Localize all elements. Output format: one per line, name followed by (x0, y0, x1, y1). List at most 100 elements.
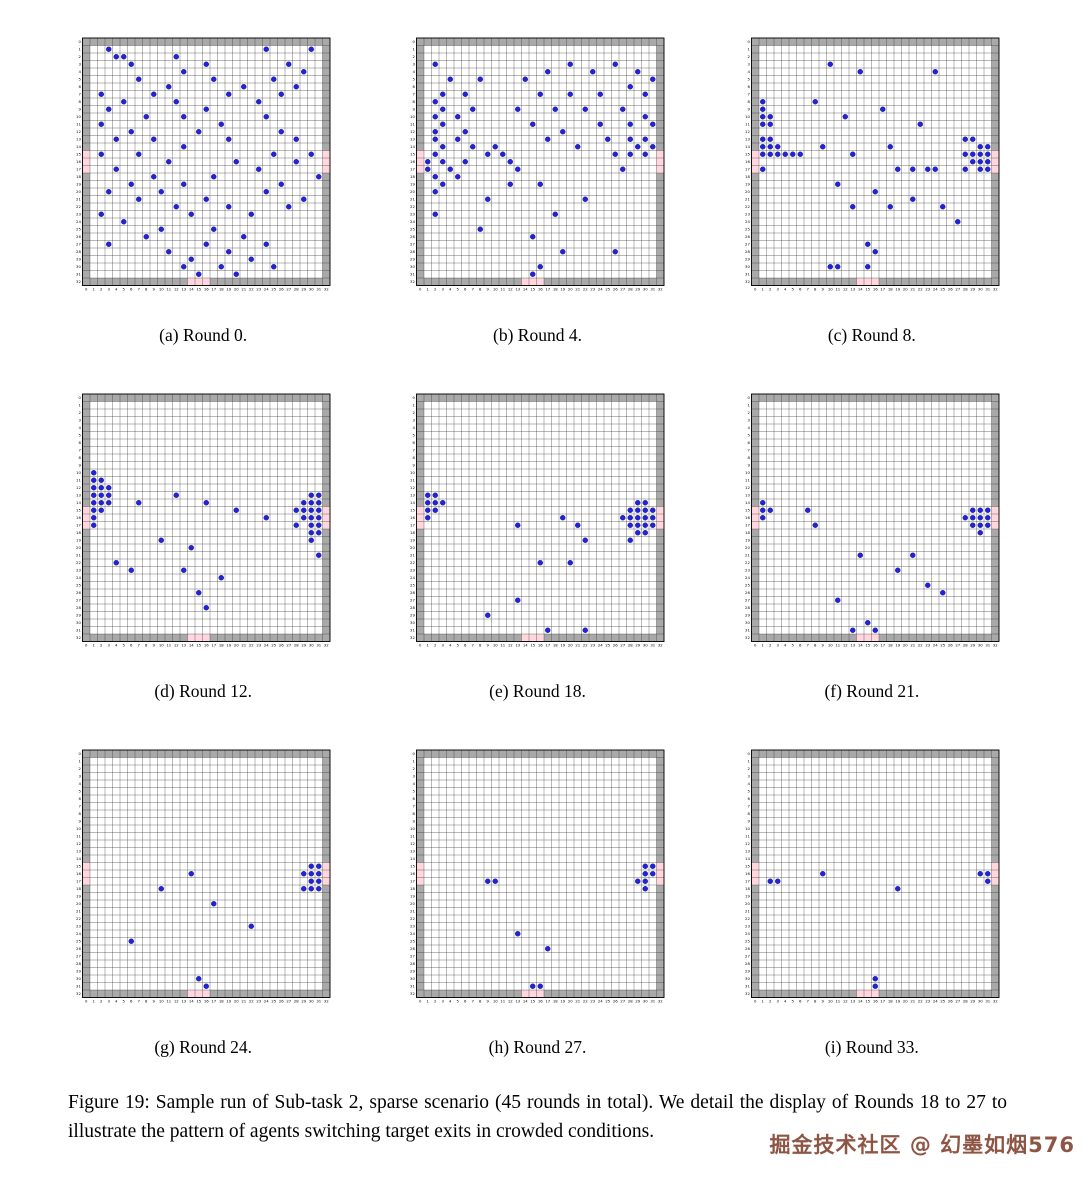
svg-text:31: 31 (76, 272, 81, 277)
subfigure-b: 0 0 1 1 2 2 3 3 4 4 5 5 6 6 7 7 8 8 9 9 10 10 11 11 12 12 13 13 14 14… (402, 36, 672, 346)
svg-text:10: 10 (745, 470, 750, 475)
svg-text:20: 20 (234, 999, 239, 1004)
svg-text:24: 24 (598, 287, 603, 292)
svg-text:26: 26 (948, 643, 953, 648)
grid-plot-round-12: 0011223344556677889910101111121213131414… (76, 393, 331, 648)
svg-text:22: 22 (76, 916, 81, 921)
svg-text:5: 5 (123, 287, 126, 292)
svg-text:0: 0 (420, 287, 423, 292)
subfigure-f: 0 0 1 1 2 2 3 3 4 4 5 5 6 6 7 7 8 8 9 9 10 10 11 11 12 12 13 13 14 14… (737, 392, 1007, 702)
svg-text:19: 19 (226, 287, 231, 292)
svg-text:27: 27 (745, 954, 750, 959)
svg-text:7: 7 (79, 804, 82, 809)
svg-text:7: 7 (79, 92, 82, 97)
svg-text:24: 24 (76, 219, 81, 224)
svg-text:11: 11 (76, 122, 81, 127)
svg-text:1: 1 (93, 287, 96, 292)
svg-text:0: 0 (747, 395, 750, 400)
svg-text:22: 22 (411, 560, 416, 565)
svg-text:8: 8 (814, 999, 817, 1004)
svg-text:30: 30 (309, 287, 314, 292)
svg-text:22: 22 (411, 916, 416, 921)
svg-text:10: 10 (76, 470, 81, 475)
svg-text:21: 21 (76, 909, 81, 914)
svg-text:27: 27 (286, 287, 291, 292)
svg-text:2: 2 (413, 410, 416, 415)
svg-text:11: 11 (76, 478, 81, 483)
svg-text:1: 1 (761, 643, 764, 648)
svg-text:14: 14 (411, 856, 416, 861)
svg-text:26: 26 (745, 590, 750, 595)
svg-text:12: 12 (745, 841, 750, 846)
svg-text:32: 32 (324, 287, 329, 292)
svg-text:18: 18 (76, 174, 81, 179)
svg-text:6: 6 (413, 796, 416, 801)
svg-text:32: 32 (658, 999, 663, 1004)
svg-text:7: 7 (806, 287, 809, 292)
svg-text:5: 5 (747, 77, 750, 82)
svg-text:9: 9 (153, 999, 156, 1004)
svg-text:4: 4 (115, 643, 118, 648)
subfigure-grid: 0 0 1 1 2 2 3 3 4 4 5 5 6 6 7 7 8 8 9 9 10 10 11 11 12 12 13 13 14 14… (68, 36, 1007, 1058)
svg-text:1: 1 (427, 643, 430, 648)
svg-text:29: 29 (301, 643, 306, 648)
subfigure-c: 0 0 1 1 2 2 3 3 4 4 5 5 6 6 7 7 8 8 9 9 10 10 11 11 12 12 13 13 14 14… (737, 36, 1007, 346)
svg-text:17: 17 (211, 999, 216, 1004)
svg-text:26: 26 (279, 999, 284, 1004)
grid-plot-round-8: 0011223344556677889910101111121213131414… (745, 37, 1000, 292)
svg-text:16: 16 (745, 159, 750, 164)
svg-text:18: 18 (411, 174, 416, 179)
svg-text:25: 25 (745, 583, 750, 588)
svg-text:25: 25 (940, 999, 945, 1004)
svg-text:21: 21 (241, 643, 246, 648)
svg-text:10: 10 (76, 826, 81, 831)
svg-text:12: 12 (76, 129, 81, 134)
svg-text:27: 27 (411, 242, 416, 247)
svg-text:28: 28 (628, 999, 633, 1004)
svg-text:17: 17 (411, 167, 416, 172)
svg-text:23: 23 (591, 287, 596, 292)
svg-text:32: 32 (411, 635, 416, 640)
svg-text:24: 24 (745, 575, 750, 580)
svg-text:28: 28 (411, 249, 416, 254)
svg-text:22: 22 (918, 287, 923, 292)
svg-text:27: 27 (955, 643, 960, 648)
svg-text:16: 16 (745, 515, 750, 520)
svg-text:4: 4 (784, 643, 787, 648)
svg-text:27: 27 (955, 287, 960, 292)
svg-text:0: 0 (413, 751, 416, 756)
svg-text:27: 27 (286, 999, 291, 1004)
svg-text:29: 29 (411, 257, 416, 262)
svg-text:27: 27 (745, 242, 750, 247)
svg-text:22: 22 (745, 204, 750, 209)
svg-text:24: 24 (411, 219, 416, 224)
subfigure-h: 0 0 1 1 2 2 3 3 4 4 5 5 6 6 7 7 8 8 9 9 10 10 11 11 12 12 13 13 14 14… (402, 748, 672, 1058)
svg-text:13: 13 (850, 999, 855, 1004)
svg-text:6: 6 (799, 643, 802, 648)
svg-text:14: 14 (411, 500, 416, 505)
svg-text:19: 19 (226, 643, 231, 648)
svg-text:29: 29 (636, 999, 641, 1004)
svg-text:20: 20 (903, 287, 908, 292)
svg-text:32: 32 (993, 643, 998, 648)
svg-text:5: 5 (79, 789, 82, 794)
svg-text:14: 14 (76, 856, 81, 861)
svg-text:10: 10 (411, 470, 416, 475)
svg-text:31: 31 (985, 643, 990, 648)
svg-text:19: 19 (76, 182, 81, 187)
svg-text:18: 18 (76, 886, 81, 891)
svg-text:22: 22 (583, 999, 588, 1004)
svg-text:24: 24 (745, 219, 750, 224)
svg-text:2: 2 (413, 766, 416, 771)
svg-text:14: 14 (745, 500, 750, 505)
svg-text:21: 21 (241, 999, 246, 1004)
svg-text:8: 8 (814, 287, 817, 292)
svg-text:21: 21 (745, 197, 750, 202)
svg-text:22: 22 (249, 287, 254, 292)
svg-text:24: 24 (76, 931, 81, 936)
svg-text:2: 2 (435, 287, 438, 292)
svg-text:30: 30 (76, 976, 81, 981)
svg-text:16: 16 (204, 999, 209, 1004)
svg-text:28: 28 (963, 999, 968, 1004)
svg-text:19: 19 (411, 538, 416, 543)
